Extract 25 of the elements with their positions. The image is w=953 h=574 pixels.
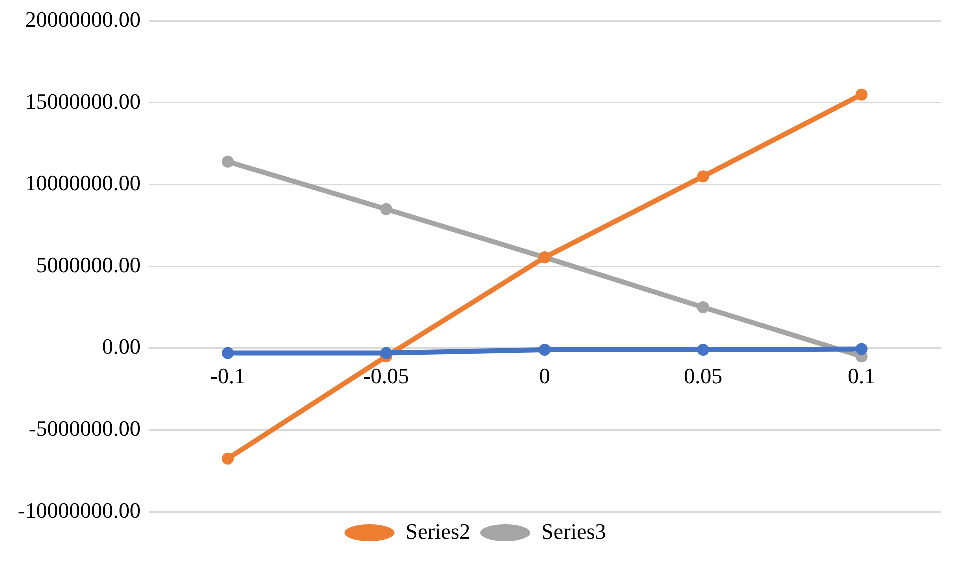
point <box>222 347 234 360</box>
point <box>222 156 234 168</box>
legend-label: Series2 <box>406 518 470 544</box>
y-tick-label: 10000000.00 <box>25 170 141 196</box>
point <box>856 88 868 101</box>
x-tick-label: 0.1 <box>848 363 876 388</box>
point <box>380 203 392 216</box>
point <box>697 344 710 356</box>
y-tick-label: 5000000.00 <box>36 252 141 278</box>
x-tick-label: -0.05 <box>364 363 410 388</box>
point <box>856 343 868 356</box>
point <box>222 452 234 465</box>
point <box>697 302 710 314</box>
x-tick-label: 0 <box>539 363 550 388</box>
x-tick-label: -0.1 <box>210 363 246 388</box>
point <box>380 347 392 360</box>
y-tick-label: -5000000.00 <box>29 416 141 441</box>
y-tick-label: 15000000.00 <box>25 88 141 114</box>
y-tick-label: 20000000.00 <box>25 6 141 32</box>
y-tick-label: 0.00 <box>102 334 141 360</box>
point <box>538 344 551 356</box>
x-tick-label: 0.05 <box>684 363 723 388</box>
legend-label: Series3 <box>542 518 606 544</box>
point <box>697 170 710 183</box>
y-tick-label: -10000000.00 <box>18 498 141 523</box>
